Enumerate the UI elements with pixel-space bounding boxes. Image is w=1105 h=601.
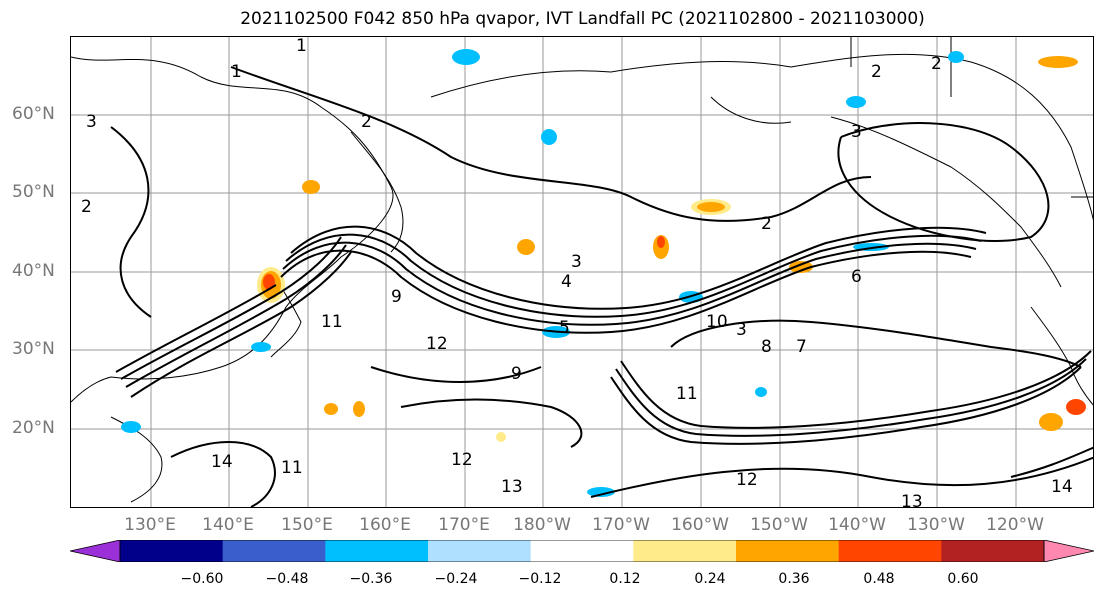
- colorbar-tick: −0.48: [265, 571, 309, 587]
- colorbar-tick: 0.36: [778, 571, 810, 587]
- lon-label-150w: 150°W: [750, 515, 808, 535]
- contour-label: 13: [901, 492, 923, 508]
- contour-label: 2: [871, 62, 882, 82]
- contour-label: 2: [931, 54, 942, 74]
- colorbar-tick: −0.60: [180, 571, 224, 587]
- positive-anomalies: [257, 56, 1086, 442]
- lon-label-140e: 140°E: [202, 515, 254, 535]
- contour-label: 2: [81, 197, 92, 217]
- contour-label: 4: [561, 272, 572, 292]
- contour-label: 11: [676, 384, 698, 404]
- graticule: [71, 37, 1093, 507]
- colorbar-tick: −0.12: [518, 571, 562, 587]
- contour-label: 10: [706, 312, 728, 332]
- contour-label: 11: [321, 312, 343, 332]
- contour-label: 12: [426, 334, 448, 354]
- lat-label-30n: 30°N: [12, 339, 55, 359]
- colorbar-segment: [120, 540, 224, 562]
- colorbar-segment: [736, 540, 840, 562]
- lon-label-130e: 130°E: [124, 515, 176, 535]
- lat-label-20n: 20°N: [12, 418, 55, 438]
- lon-label-130w: 130°W: [907, 515, 965, 535]
- colorbar-tick: −0.36: [349, 571, 393, 587]
- lon-label-180w: 180°W: [513, 515, 571, 535]
- lat-label-60n: 60°N: [12, 104, 55, 124]
- lon-label-140w: 140°W: [828, 515, 886, 535]
- contour-label: 3: [86, 112, 97, 132]
- contour-label: 14: [1051, 477, 1073, 497]
- colorbar-segment: [530, 540, 634, 562]
- contour-label: 5: [559, 318, 570, 338]
- contour-label: 13: [501, 477, 523, 497]
- colorbar: [69, 539, 1095, 563]
- colorbar-svg: [69, 539, 1095, 563]
- colorbar-tick: 0.48: [863, 571, 895, 587]
- colorbar-extend-low: [69, 539, 121, 563]
- contour-label: 12: [736, 470, 758, 490]
- colorbar-segment: [428, 540, 532, 562]
- contour-label: 7: [796, 337, 807, 357]
- lat-label-40n: 40°N: [12, 261, 55, 281]
- colorbar-segment: [941, 540, 1045, 562]
- negative-anomalies: [121, 49, 964, 497]
- coastlines: [71, 37, 1093, 503]
- map-title: 2021102500 F042 850 hPa qvapor, IVT Land…: [240, 9, 925, 29]
- contour-label: 11: [281, 458, 303, 478]
- contour-label: 9: [391, 287, 402, 307]
- colorbar-segment: [222, 540, 326, 562]
- colorbar-tick: 0.12: [609, 571, 641, 587]
- colorbar-segment: [325, 540, 429, 562]
- colorbar-segment: [633, 540, 737, 562]
- colorbar-tick: −0.24: [434, 571, 478, 587]
- contour-label: 2: [361, 112, 372, 132]
- lon-label-160e: 160°E: [359, 515, 411, 535]
- map-canvas: 1 1 2 2 2 2 3 3 3 2 4 6 9 11 12 12 10 9 …: [71, 37, 1093, 508]
- lon-label-150e: 150°E: [281, 515, 333, 535]
- colorbar-extend-high: [1043, 539, 1095, 563]
- colorbar-tick: 0.60: [947, 571, 979, 587]
- contour-label: 12: [451, 450, 473, 470]
- lat-label-50n: 50°N: [12, 182, 55, 202]
- contour-label: 2: [761, 214, 772, 234]
- contour-labels: 1 1 2 2 2 2 3 3 3 2 4 6 9 11 12 12 10 9 …: [81, 37, 1073, 508]
- map-panel: 1 1 2 2 2 2 3 3 3 2 4 6 9 11 12 12 10 9 …: [70, 36, 1094, 508]
- contour-label: 3: [851, 122, 862, 142]
- lon-label-160w: 160°W: [671, 515, 729, 535]
- contour-label: 3: [736, 320, 747, 340]
- colorbar-tick: 0.24: [694, 571, 726, 587]
- ivt-contours: [110, 66, 1093, 507]
- contour-label: 8: [761, 337, 772, 357]
- lon-label-120w: 120°W: [986, 515, 1044, 535]
- contour-label: 14: [211, 452, 233, 472]
- contour-label: 6: [851, 267, 862, 287]
- contour-label: 1: [296, 37, 307, 56]
- contour-label: 1: [231, 62, 242, 82]
- colorbar-segment: [838, 540, 942, 562]
- lon-label-170w: 170°W: [592, 515, 650, 535]
- lon-label-170e: 170°E: [438, 515, 490, 535]
- contour-label: 3: [571, 252, 582, 272]
- contour-label: 9: [511, 364, 522, 384]
